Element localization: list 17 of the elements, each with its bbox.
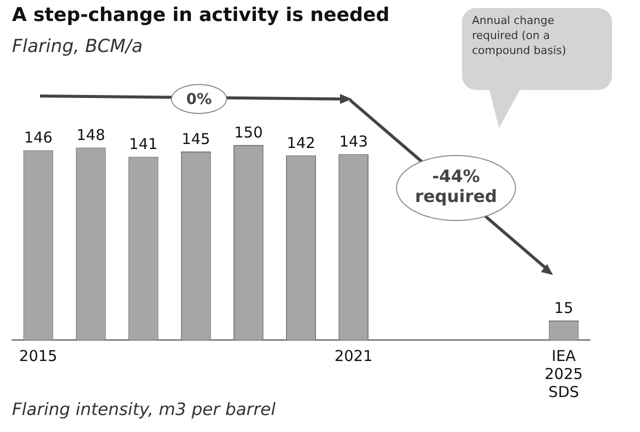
x-tick-label: 2021 [334, 346, 373, 365]
data-label: 145 [182, 130, 210, 148]
chart-title: A step-change in activity is needed [12, 4, 390, 26]
data-label: 141 [129, 135, 158, 154]
data-label: 15 [554, 298, 574, 317]
data-label: 150 [234, 123, 263, 142]
text: 0% [171, 84, 227, 114]
annotation: -44% required [396, 155, 516, 221]
x-tick-label: IEA 2025 SDS [544, 346, 583, 401]
data-label: 146 [24, 128, 53, 147]
data-label: 142 [286, 134, 316, 152]
data-label: 143 [339, 132, 368, 150]
data-label: 148 [76, 126, 106, 144]
text: Annual change required (on a compound basis) [462, 8, 612, 90]
chart-subtitle: Flaring, BCM/a [12, 36, 143, 57]
x-tick-label: 2015 [19, 346, 58, 365]
text: Flaring intensity, m3 per barrel [12, 400, 276, 420]
